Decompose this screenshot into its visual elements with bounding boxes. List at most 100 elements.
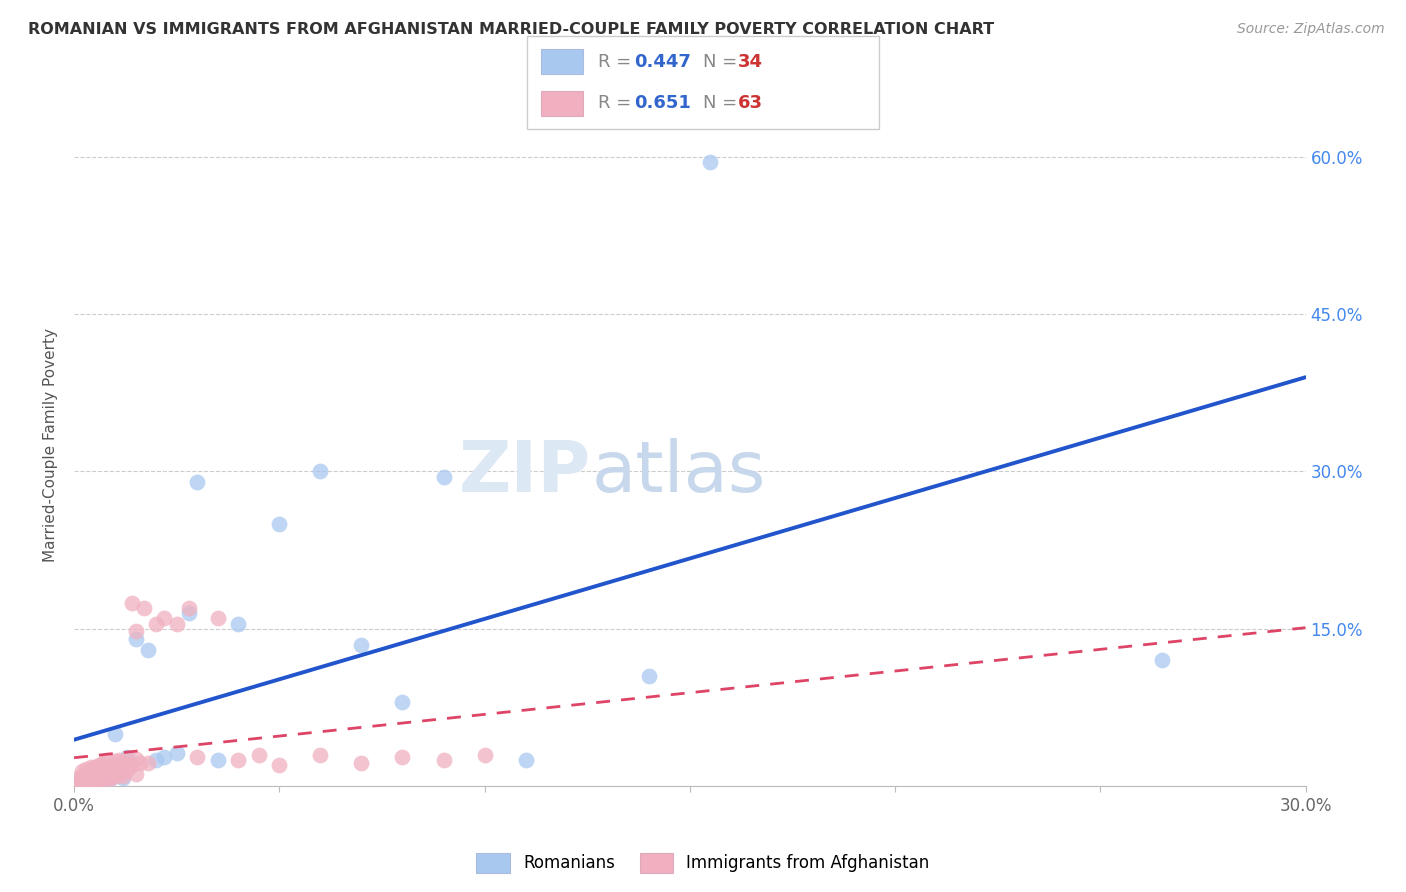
Point bbox=[100, 771, 122, 785]
Point bbox=[96, 772, 118, 787]
Point bbox=[117, 749, 139, 764]
Text: ROMANIAN VS IMMIGRANTS FROM AFGHANISTAN MARRIED-COUPLE FAMILY POVERTY CORRELATIO: ROMANIAN VS IMMIGRANTS FROM AFGHANISTAN … bbox=[28, 22, 994, 37]
Point bbox=[124, 624, 146, 638]
Point bbox=[207, 753, 229, 767]
Point bbox=[186, 749, 208, 764]
Point bbox=[83, 773, 105, 788]
Text: Source: ZipAtlas.com: Source: ZipAtlas.com bbox=[1237, 22, 1385, 37]
Point bbox=[132, 600, 155, 615]
Point bbox=[186, 475, 208, 489]
Point bbox=[166, 746, 188, 760]
Point bbox=[75, 776, 97, 790]
Point bbox=[391, 749, 413, 764]
Point bbox=[104, 754, 127, 768]
Text: N =: N = bbox=[703, 53, 742, 70]
Point bbox=[699, 155, 721, 169]
Point bbox=[100, 763, 122, 777]
Point bbox=[112, 771, 135, 785]
Point bbox=[87, 758, 110, 772]
Point bbox=[269, 516, 291, 531]
Text: ZIP: ZIP bbox=[458, 438, 592, 507]
Point bbox=[124, 766, 146, 780]
Point bbox=[72, 772, 94, 787]
Point bbox=[79, 771, 101, 785]
Text: 0.651: 0.651 bbox=[634, 95, 690, 112]
Point bbox=[136, 756, 159, 770]
Point bbox=[79, 765, 101, 780]
Point bbox=[166, 616, 188, 631]
Point bbox=[67, 776, 90, 790]
Point bbox=[350, 756, 373, 770]
Point bbox=[124, 752, 146, 766]
Point bbox=[145, 616, 167, 631]
Point bbox=[91, 772, 114, 786]
Point bbox=[91, 756, 114, 770]
Point bbox=[87, 772, 110, 787]
Point bbox=[79, 772, 101, 786]
Point bbox=[177, 600, 200, 615]
Point bbox=[309, 747, 332, 762]
Point bbox=[72, 764, 94, 779]
Text: 63: 63 bbox=[738, 95, 763, 112]
Point bbox=[75, 773, 97, 788]
Point bbox=[79, 773, 101, 788]
Point bbox=[145, 753, 167, 767]
Point bbox=[108, 766, 131, 780]
Point bbox=[153, 749, 176, 764]
Point bbox=[72, 775, 94, 789]
Point bbox=[124, 632, 146, 647]
Point bbox=[128, 756, 150, 770]
Point bbox=[177, 606, 200, 620]
Point bbox=[153, 611, 176, 625]
Text: R =: R = bbox=[598, 53, 637, 70]
Point bbox=[79, 760, 101, 774]
Point bbox=[637, 669, 659, 683]
Point bbox=[432, 753, 454, 767]
Point bbox=[72, 772, 94, 786]
Text: 0.447: 0.447 bbox=[634, 53, 690, 70]
Point bbox=[83, 776, 105, 790]
Point bbox=[83, 765, 105, 780]
Point bbox=[67, 771, 90, 785]
Point bbox=[91, 761, 114, 775]
Text: atlas: atlas bbox=[592, 438, 766, 507]
Point bbox=[96, 766, 118, 780]
Point bbox=[91, 771, 114, 785]
Text: 34: 34 bbox=[738, 53, 763, 70]
Legend: Romanians, Immigrants from Afghanistan: Romanians, Immigrants from Afghanistan bbox=[470, 847, 936, 880]
Point bbox=[269, 758, 291, 772]
Point bbox=[87, 769, 110, 783]
Point bbox=[87, 764, 110, 778]
Point bbox=[1150, 653, 1173, 667]
Point bbox=[83, 769, 105, 783]
Point bbox=[226, 616, 249, 631]
Point bbox=[121, 595, 143, 609]
Point bbox=[108, 753, 131, 767]
Point bbox=[83, 760, 105, 774]
Point bbox=[67, 773, 90, 788]
Point bbox=[391, 695, 413, 709]
Point bbox=[100, 771, 122, 785]
Point bbox=[75, 763, 97, 777]
Text: N =: N = bbox=[703, 95, 742, 112]
Point bbox=[104, 727, 127, 741]
Point bbox=[79, 775, 101, 789]
Point bbox=[87, 773, 110, 788]
Point bbox=[515, 753, 537, 767]
Point bbox=[91, 766, 114, 780]
Point bbox=[72, 775, 94, 789]
Point bbox=[112, 769, 135, 783]
Point bbox=[67, 776, 90, 790]
Point bbox=[117, 764, 139, 778]
Point bbox=[104, 763, 127, 777]
Point bbox=[121, 758, 143, 772]
Point bbox=[247, 747, 270, 762]
Point bbox=[350, 638, 373, 652]
Point bbox=[75, 771, 97, 785]
Point bbox=[117, 753, 139, 767]
Point bbox=[96, 753, 118, 767]
Point bbox=[83, 770, 105, 784]
Y-axis label: Married-Couple Family Poverty: Married-Couple Family Poverty bbox=[44, 328, 58, 562]
Text: R =: R = bbox=[598, 95, 637, 112]
Point bbox=[432, 469, 454, 483]
